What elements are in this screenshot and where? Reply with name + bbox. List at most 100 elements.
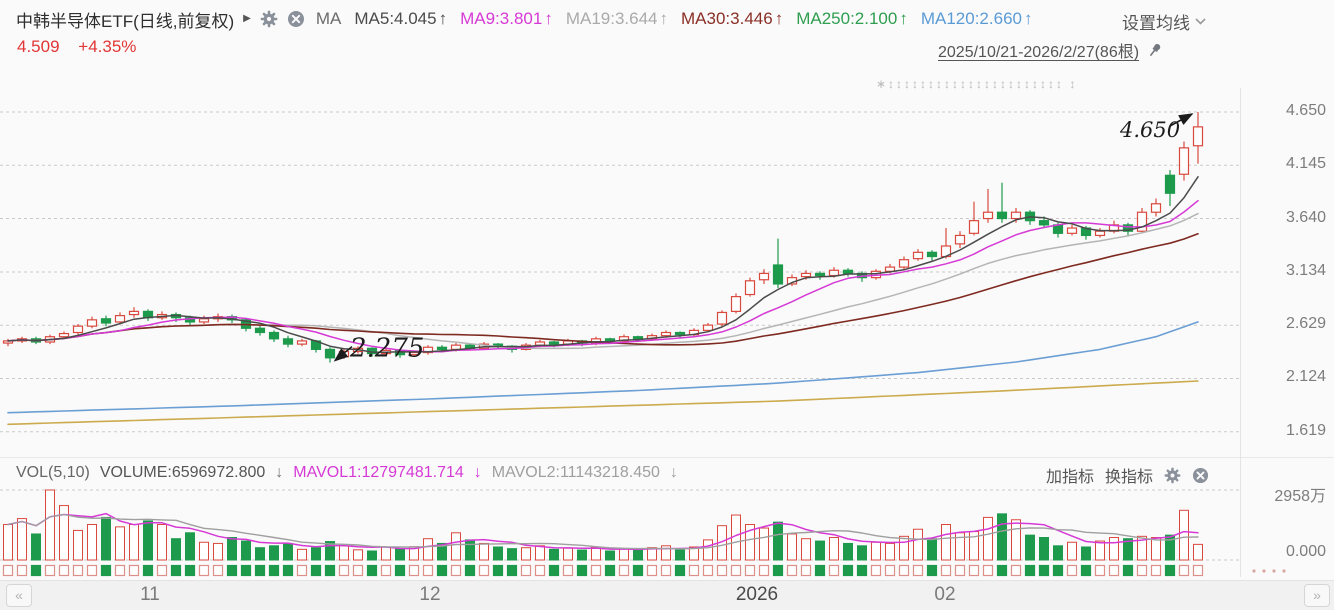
expand-caret-icon[interactable]: ▶ bbox=[243, 13, 251, 24]
navigator-bar bbox=[1164, 564, 1176, 577]
navigator-bar bbox=[450, 564, 462, 577]
navigator-bar bbox=[100, 564, 112, 577]
navigator-bar bbox=[520, 564, 532, 577]
settings-gear-icon[interactable] bbox=[260, 10, 278, 28]
time-axis-label: 2026 bbox=[735, 584, 779, 605]
ma-overlay-value: MA9:3.801 ↑ bbox=[460, 9, 553, 28]
mavol1-arrow: ↓ bbox=[473, 464, 482, 481]
navigator-bar bbox=[1038, 564, 1050, 577]
navigator-bar bbox=[86, 564, 98, 577]
navigator-bar bbox=[58, 564, 70, 577]
volume-axis-max: 2958万 bbox=[1274, 488, 1326, 505]
date-range-text: 2025/10/21-2026/2/27(86根) bbox=[938, 44, 1140, 61]
scroll-right-button[interactable]: » bbox=[1304, 584, 1330, 607]
navigator-bar bbox=[828, 564, 840, 577]
navigator-bar bbox=[184, 564, 196, 577]
ma-values-list: MA5:4.045 ↑ MA9:3.801 ↑ MA19:3.644 ↑ MA30:3.44… bbox=[354, 9, 1032, 29]
navigator-bar bbox=[226, 564, 238, 577]
time-axis-label: 11 bbox=[140, 584, 160, 605]
navigator-bar bbox=[338, 564, 350, 577]
navigator-bar bbox=[912, 564, 924, 577]
navigator-bar bbox=[394, 564, 406, 577]
ma-group-label: MA bbox=[315, 9, 342, 28]
navigator-bar bbox=[954, 564, 966, 577]
navigator-bar bbox=[618, 564, 630, 577]
navigator-bar bbox=[324, 564, 336, 577]
navigator-bar bbox=[548, 564, 560, 577]
mavol1-value: MAVOL1:12797481.714 bbox=[293, 464, 464, 481]
navigator-bar bbox=[436, 564, 448, 577]
volume-close-icon[interactable] bbox=[1192, 467, 1209, 484]
add-indicator-button[interactable]: 加指标 bbox=[1046, 469, 1095, 486]
ma-overlay-value: MA5:4.045 ↑ bbox=[354, 9, 448, 28]
volume-pane-header: VOL(5,10) VOLUME:6596972.800 ↓ MAVOL1:12… bbox=[16, 464, 678, 482]
annotation-high: 4.650 bbox=[1119, 118, 1180, 142]
time-axis-bar: « » 11 12 2026 02 bbox=[0, 580, 1334, 610]
navigator-bar bbox=[506, 564, 518, 577]
switch-indicator-button[interactable]: 换指标 bbox=[1105, 469, 1154, 486]
last-price: 4.509 bbox=[17, 37, 60, 56]
navigator-bar bbox=[576, 564, 588, 577]
volume-settings-gear-icon[interactable] bbox=[1164, 467, 1181, 484]
navigator-bar bbox=[884, 564, 896, 577]
navigator-bar bbox=[632, 564, 644, 577]
navigator-bar bbox=[254, 564, 266, 577]
navigator-bar bbox=[366, 564, 378, 577]
last-price-row: 4.509 +4.35% bbox=[17, 37, 136, 57]
date-range-selector[interactable]: 2025/10/21-2026/2/27(86根) bbox=[938, 38, 1164, 62]
navigator-bar bbox=[758, 564, 770, 577]
time-axis-label: 02 bbox=[934, 584, 956, 605]
price-axis-label: 3.134 bbox=[1285, 261, 1326, 279]
navigator-bar bbox=[464, 564, 476, 577]
navigator-bar bbox=[996, 564, 1008, 577]
navigator-bar bbox=[688, 564, 700, 577]
navigator-bar bbox=[156, 564, 168, 577]
navigator-bar bbox=[380, 564, 392, 577]
navigator-bar bbox=[1024, 564, 1036, 577]
navigator-bar bbox=[968, 564, 980, 577]
navigator-bar bbox=[744, 564, 756, 577]
navigator-bar bbox=[240, 564, 252, 577]
navigator-bar bbox=[856, 564, 868, 577]
price-axis-label: 1.619 bbox=[1285, 421, 1326, 439]
pin-icon[interactable] bbox=[1145, 41, 1164, 60]
change-percent: +4.35% bbox=[78, 37, 137, 56]
navigator-bar bbox=[1080, 564, 1092, 577]
navigator-bar bbox=[16, 564, 28, 577]
scroll-left-button[interactable]: « bbox=[6, 584, 32, 607]
navigator-bar bbox=[534, 564, 546, 577]
navigator-bar bbox=[30, 564, 42, 577]
navigator-bar bbox=[198, 564, 210, 577]
navigator-bar bbox=[268, 564, 280, 577]
price-axis-label: 4.145 bbox=[1285, 155, 1326, 173]
mavol2-value: MAVOL2:11143218.450 bbox=[491, 464, 660, 481]
price-axis-label: 2.124 bbox=[1285, 368, 1326, 386]
navigator-bar bbox=[646, 564, 658, 577]
navigator-bar bbox=[296, 564, 308, 577]
navigator-bar bbox=[674, 564, 686, 577]
navigator-bar bbox=[408, 564, 420, 577]
navigator-bar bbox=[1150, 564, 1162, 577]
price-axis-label: 2.629 bbox=[1285, 315, 1326, 333]
navigator-bar bbox=[2, 564, 14, 577]
navigator-bar bbox=[562, 564, 574, 577]
ma-overlay-value: MA250:2.100 ↑ bbox=[796, 9, 908, 28]
navigator-bar bbox=[842, 564, 854, 577]
navigator-bar bbox=[1066, 564, 1078, 577]
navigator-bar bbox=[604, 564, 616, 577]
close-indicator-icon[interactable] bbox=[287, 10, 305, 28]
navigator-bar bbox=[170, 564, 182, 577]
navigator-bar bbox=[128, 564, 140, 577]
navigator-bar bbox=[800, 564, 812, 577]
navigator-bar bbox=[1192, 564, 1204, 577]
price-axis-label: 3.640 bbox=[1285, 208, 1326, 226]
navigator-bar bbox=[1136, 564, 1148, 577]
annotation-low: 2.275 bbox=[349, 334, 424, 364]
navigator-bar bbox=[352, 564, 364, 577]
navigator-bar bbox=[114, 564, 126, 577]
ma-overlay-value: MA19:3.644 ↑ bbox=[565, 9, 669, 28]
navigator-bar bbox=[422, 564, 434, 577]
navigator-bar bbox=[590, 564, 602, 577]
ma-settings-button[interactable]: 设置均线 bbox=[1122, 9, 1206, 34]
